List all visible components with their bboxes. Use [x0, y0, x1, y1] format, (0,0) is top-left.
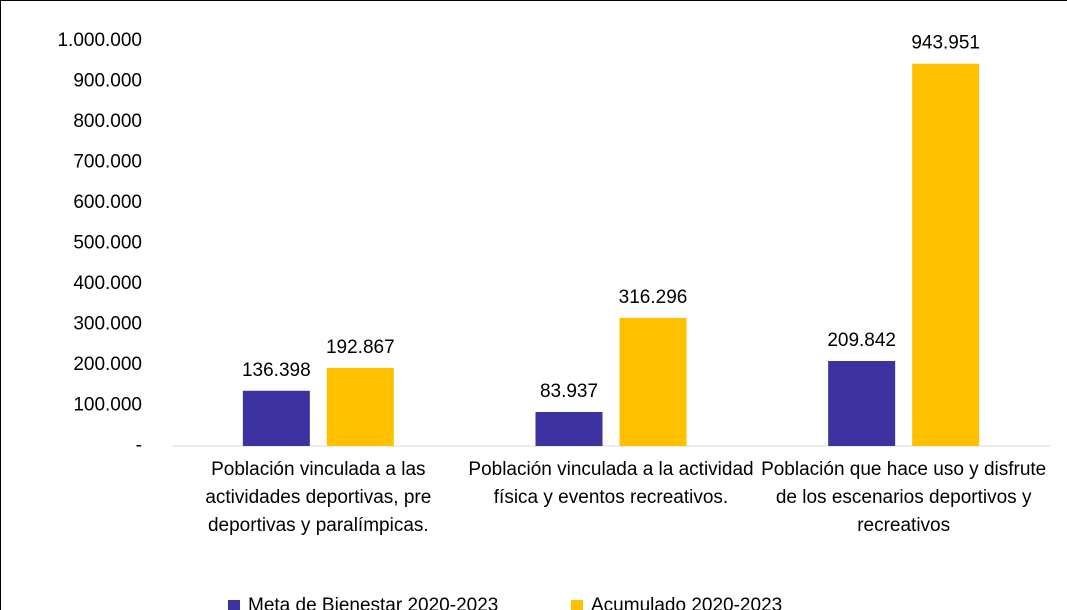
legend-swatch	[228, 600, 240, 610]
y-tick-label: -	[136, 435, 142, 456]
bar	[326, 367, 394, 446]
y-tick-label: 200.000	[73, 354, 142, 375]
data-label: 209.842	[827, 330, 896, 351]
y-tick-label: 300.000	[73, 314, 142, 335]
bar	[912, 63, 980, 447]
y-tick-label: 600.000	[73, 192, 142, 213]
legend-label: Meta de Bienestar 2020-2023	[248, 595, 498, 610]
bar	[535, 412, 603, 446]
y-tick-label: 500.000	[73, 233, 142, 254]
data-label: 136.398	[242, 360, 311, 381]
legend-label: Acumulado 2020-2023	[591, 595, 782, 610]
bar	[242, 390, 310, 446]
y-tick-label: 1.000.000	[57, 30, 142, 51]
data-label: 83.937	[540, 381, 598, 402]
data-label: 192.867	[326, 337, 395, 358]
y-tick-label: 700.000	[73, 152, 142, 173]
data-label: 316.296	[619, 287, 688, 308]
y-tick-label: 400.000	[73, 273, 142, 294]
y-tick-label: 900.000	[73, 71, 142, 92]
bar	[828, 361, 896, 446]
x-tick-label: Población que hace uso y disfrute de los…	[761, 459, 1047, 536]
legend-swatch	[571, 600, 583, 610]
bar	[619, 317, 687, 446]
x-tick-label: Población vinculada a la actividad físic…	[468, 459, 754, 508]
y-tick-label: 100.000	[73, 395, 142, 416]
data-label: 943.951	[911, 33, 980, 54]
x-tick-label: Población vinculada a las actividades de…	[205, 459, 432, 536]
y-tick-label: 800.000	[73, 111, 142, 132]
